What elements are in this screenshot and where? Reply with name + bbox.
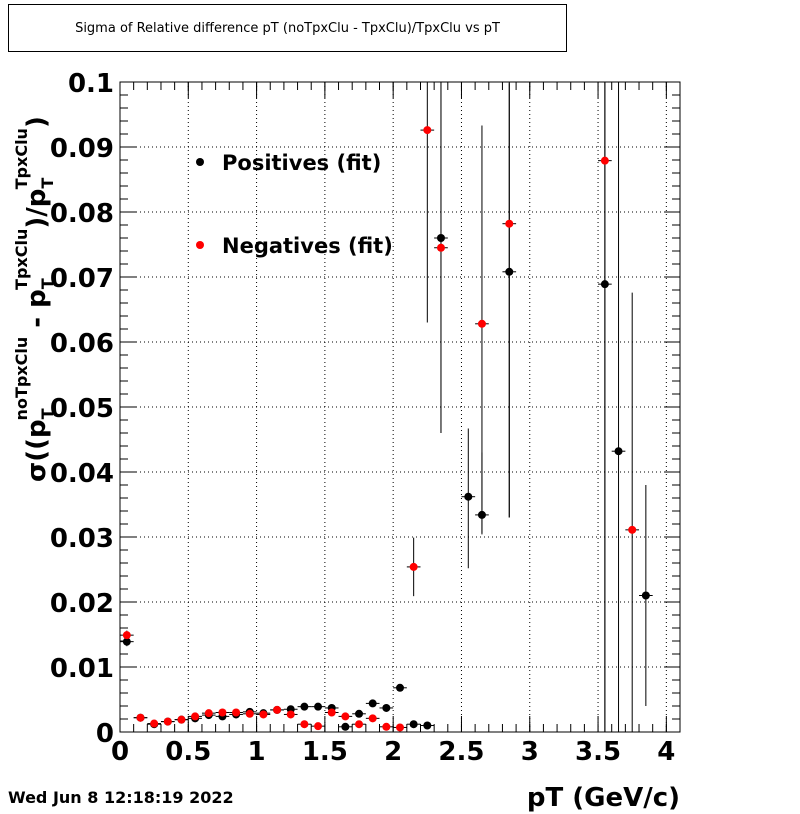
chart-grid	[120, 82, 680, 732]
y-tick-label: 0.1	[68, 69, 114, 99]
data-point	[368, 699, 377, 708]
y-tick-labels: 0 0.01 0.02 0.03 0.04 0.05 0.06 0.07 0.08 0.09 0.1	[50, 69, 114, 749]
legend-marker-positives	[196, 158, 204, 166]
y-axis-title-main: σ((p	[22, 419, 52, 482]
data-point	[259, 710, 268, 719]
data-point	[177, 715, 186, 724]
data-point	[300, 720, 309, 729]
y-axis-title-sub: T	[38, 278, 57, 289]
data-point	[191, 712, 200, 721]
x-tick-label: 0	[111, 737, 129, 767]
data-point	[355, 709, 364, 718]
y-tick-label: 0.05	[50, 394, 114, 424]
legend-label-negatives: Negatives (fit)	[222, 234, 393, 258]
y-axis-title-sup-tpxclu: TpxClu	[12, 128, 31, 189]
data-point	[464, 492, 473, 501]
data-point	[477, 319, 486, 328]
data-point	[150, 719, 159, 728]
data-point	[218, 708, 227, 717]
y-axis-title-end: )/p	[22, 189, 52, 229]
y-tick-label: 0.04	[50, 459, 114, 489]
data-point	[314, 702, 323, 711]
data-point	[122, 637, 131, 646]
y-axis-title-close: )	[22, 116, 52, 128]
x-tick-label: 4	[657, 737, 675, 767]
y-axis-title-sup-tpxclu: TpxClu	[12, 229, 31, 290]
data-point	[355, 720, 364, 729]
data-points	[120, 82, 653, 732]
x-tick-label: 1.5	[302, 737, 348, 767]
svg-text:σ((pTnoTpxClu - pTTpxClu)/pTTp: σ((pTnoTpxClu - pTTpxClu)/pTTpxClu)	[12, 116, 57, 482]
data-point	[641, 591, 650, 600]
data-point	[341, 722, 350, 731]
x-tick-label: 3.5	[575, 737, 621, 767]
data-point	[314, 722, 323, 731]
y-tick-label: 0.03	[50, 524, 114, 554]
data-point	[505, 219, 514, 228]
y-axis-title-sup-notpxclu: noTpxClu	[12, 337, 31, 421]
data-point	[136, 713, 145, 722]
data-point	[382, 703, 391, 712]
data-point	[327, 708, 336, 717]
data-point	[423, 721, 432, 730]
data-point	[368, 714, 377, 723]
y-tick-label: 0	[96, 719, 114, 749]
y-tick-label: 0.09	[50, 134, 114, 164]
y-axis-title: σ((pTnoTpxClu - pTTpxClu)/pTTpxClu)	[12, 116, 57, 482]
y-axis-title-sub: T	[38, 177, 57, 188]
x-axis-title: pT (GeV/c)	[527, 783, 680, 813]
data-point	[232, 708, 241, 717]
y-tick-label: 0.02	[50, 589, 114, 619]
chart-title: Sigma of Relative difference pT (noTpxCl…	[8, 4, 567, 52]
x-tick-label: 2	[384, 737, 402, 767]
legend-label-positives: Positives (fit)	[222, 151, 381, 175]
legend: Positives (fit) Negatives (fit)	[196, 151, 393, 258]
y-tick-label: 0.08	[50, 199, 114, 229]
legend-marker-negatives	[196, 241, 204, 249]
data-point	[396, 723, 404, 732]
x-tick-label: 1	[248, 737, 266, 767]
series-negatives-fit	[120, 82, 640, 732]
data-point	[341, 712, 350, 721]
y-tick-label: 0.07	[50, 264, 114, 294]
x-tick-label: 3	[521, 737, 539, 767]
data-point	[600, 156, 609, 165]
data-point	[122, 631, 131, 640]
data-point	[436, 243, 445, 252]
data-point	[300, 702, 309, 711]
y-tick-label: 0.06	[50, 329, 114, 359]
data-point	[628, 525, 637, 534]
x-tick-label: 2.5	[438, 737, 484, 767]
data-point	[396, 683, 404, 692]
date-stamp: Wed Jun 8 12:18:19 2022	[8, 788, 234, 807]
data-point	[423, 126, 432, 135]
y-axis-title-mid: - p	[22, 289, 52, 337]
data-point	[409, 562, 418, 571]
data-point	[286, 710, 295, 719]
data-point	[245, 709, 254, 718]
x-tick-labels: 0 0.5 1 1.5 2 2.5 3 3.5 4	[111, 737, 675, 767]
x-tick-label: 0.5	[165, 737, 211, 767]
data-point	[409, 720, 418, 729]
data-point	[163, 717, 172, 726]
y-tick-label: 0.01	[50, 654, 114, 684]
data-point	[614, 447, 623, 456]
data-point	[273, 705, 282, 714]
data-point	[204, 709, 213, 718]
data-point	[382, 722, 391, 731]
axis-ticks	[119, 81, 681, 733]
y-axis-title-sub: T	[38, 408, 57, 419]
